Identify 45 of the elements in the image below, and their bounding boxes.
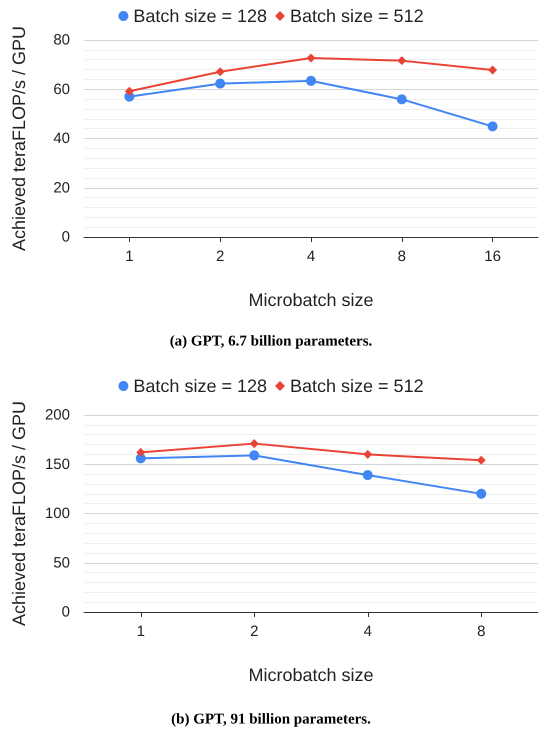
- point: [124, 86, 134, 96]
- point: [363, 450, 372, 459]
- text: (b) GPT, 91 billion parameters.: [171, 712, 372, 728]
- x-axis-title: Microbatch size: [248, 665, 374, 685]
- x-tick-label: 1: [125, 248, 134, 265]
- y-tick-label: 40: [53, 130, 70, 147]
- point: [250, 439, 259, 448]
- point: [396, 94, 407, 104]
- point: [488, 121, 498, 132]
- y-tick-label: 80: [53, 32, 70, 48]
- y-axis-title: Achieved teraFLOP/s / GPU: [9, 400, 29, 626]
- legend-label: Batch size = 512: [290, 6, 424, 26]
- point: [216, 67, 225, 76]
- text: (a) GPT, 6.7 billion parameters.: [170, 334, 373, 350]
- point: [306, 53, 316, 62]
- y-axis-title: Achieved teraFLOP/s / GPU: [9, 26, 29, 252]
- x-tick-label: 16: [484, 248, 501, 265]
- point: [476, 456, 486, 465]
- x-tick-label: 8: [477, 623, 486, 640]
- x-axis-title: Microbatch size: [248, 290, 374, 310]
- y-tick-label: 200: [44, 406, 70, 424]
- x-tick-label: 8: [398, 248, 406, 265]
- legend-label: Batch size = 512: [290, 376, 424, 396]
- y-tick-label: 100: [44, 505, 70, 522]
- legend-label: Batch size = 128: [133, 376, 268, 396]
- point: [136, 448, 146, 457]
- y-tick-label: 0: [62, 228, 70, 246]
- point: [249, 450, 260, 460]
- legend-label: Batch size = 128: [133, 6, 268, 26]
- x-tick-label: 4: [364, 623, 372, 640]
- y-tick-label: 150: [44, 456, 70, 473]
- x-tick-label: 4: [306, 248, 316, 265]
- y-tick-label: 0: [62, 604, 70, 620]
- point: [397, 56, 406, 66]
- x-tick-label: 2: [216, 248, 224, 265]
- y-tick-label: 50: [53, 554, 70, 572]
- y-tick-label: 20: [53, 179, 70, 196]
- y-tick-label: 60: [53, 80, 70, 98]
- x-tick-label: 1: [136, 623, 145, 640]
- point: [488, 66, 498, 75]
- point: [306, 76, 316, 86]
- point: [476, 488, 486, 499]
- point: [215, 78, 226, 89]
- x-tick-label: 2: [250, 623, 258, 640]
- point: [362, 470, 373, 480]
